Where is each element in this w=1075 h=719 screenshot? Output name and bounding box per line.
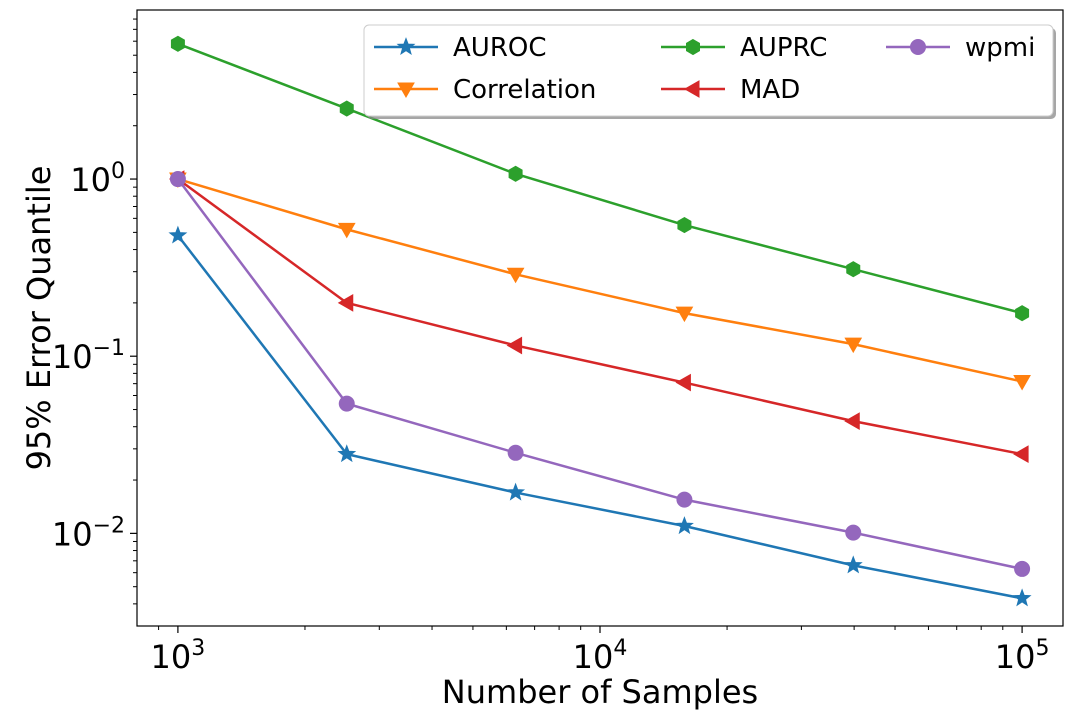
data-point-correlation [337,222,356,239]
data-point-mad [675,373,691,392]
x-tick-exponent: 4 [613,636,627,661]
x-tick-label: 103 [151,636,206,676]
y-tick-label: 10−2 [52,513,125,553]
x-tick-label: 105 [995,636,1050,676]
series-auprc [170,35,1030,322]
y-tick-label: 100 [70,159,125,199]
legend-label: AUROC [453,33,547,63]
y-tick-exponent: 0 [111,159,125,184]
data-point-wpmi [1014,560,1031,577]
x-tick-base: 10 [995,638,1036,676]
x-axis-title: Number of Samples [442,673,758,711]
data-point-auprc [508,165,523,182]
y-axis-title: 95% Error Quantile [20,166,58,471]
data-point-wpmi [338,395,355,412]
data-point-auroc [843,555,863,574]
data-point-auroc [1012,588,1032,607]
data-point-wpmi [507,444,524,461]
legend-label: wpmi [965,33,1035,63]
x-tick-base: 10 [151,638,192,676]
data-point-mad [506,336,523,355]
legend-item-wpmi: wpmi [886,33,1035,63]
series-line-wpmi [176,178,1023,571]
legend-swatch-marker [686,38,700,56]
data-point-correlation [675,306,694,323]
y-tick-label: 10−1 [52,336,125,376]
minor-ticks [133,18,1004,630]
legend-item-auprc: AUPRC [661,33,827,63]
data-point-wpmi [676,491,693,508]
legend-swatch-marker [396,37,416,56]
series-line-auroc [176,234,1023,600]
y-tick-exponent: −2 [93,513,125,538]
legend: AUROC Correlation AUPRC MAD wpmi [363,24,1056,119]
data-point-auprc [170,35,185,52]
data-point-mad [1013,445,1029,464]
x-tick-base: 10 [573,638,614,676]
y-tick-exponent: −1 [93,336,125,361]
series-line-mad [177,178,1023,456]
data-point-auprc [1015,305,1030,322]
y-tick-base: 10 [70,161,111,199]
x-tick-exponent: 5 [1035,636,1049,661]
legend-item-auroc: AUROC [374,33,547,63]
legend-label: Correlation [453,75,596,105]
legend-item-mad: MAD [661,75,800,105]
legend-swatch-marker [910,39,926,55]
data-point-correlation [844,337,863,354]
x-tick-label: 104 [573,636,628,676]
data-point-mad [337,294,354,312]
data-point-wpmi [169,171,186,188]
data-point-auroc [506,482,526,501]
series-wpmi [169,171,1031,577]
legend-frame [363,24,1054,117]
data-point-correlation [506,267,525,284]
data-point-auroc [337,444,357,463]
y-tick-base: 10 [52,515,93,553]
data-point-auprc [677,216,692,234]
x-tick-exponent: 3 [191,636,205,661]
series-auroc [168,225,1032,607]
series-line-correlation [177,177,1023,383]
data-point-auprc [339,100,354,117]
legend-swatch-marker [683,80,700,98]
data-point-mad [844,412,860,431]
legend-item-correlation: Correlation [374,75,596,105]
legend-label: MAD [740,75,800,105]
data-point-wpmi [845,524,862,541]
series-layer [168,35,1032,607]
y-tick-base: 10 [52,338,93,376]
series-line-auprc [177,42,1023,315]
data-point-auroc [674,516,694,535]
data-point-auprc [846,261,861,278]
legend-label: AUPRC [740,33,827,63]
data-point-auroc [168,225,188,244]
data-point-correlation [1013,374,1031,391]
series-mad [168,170,1029,464]
legend-swatch-marker [397,82,415,99]
